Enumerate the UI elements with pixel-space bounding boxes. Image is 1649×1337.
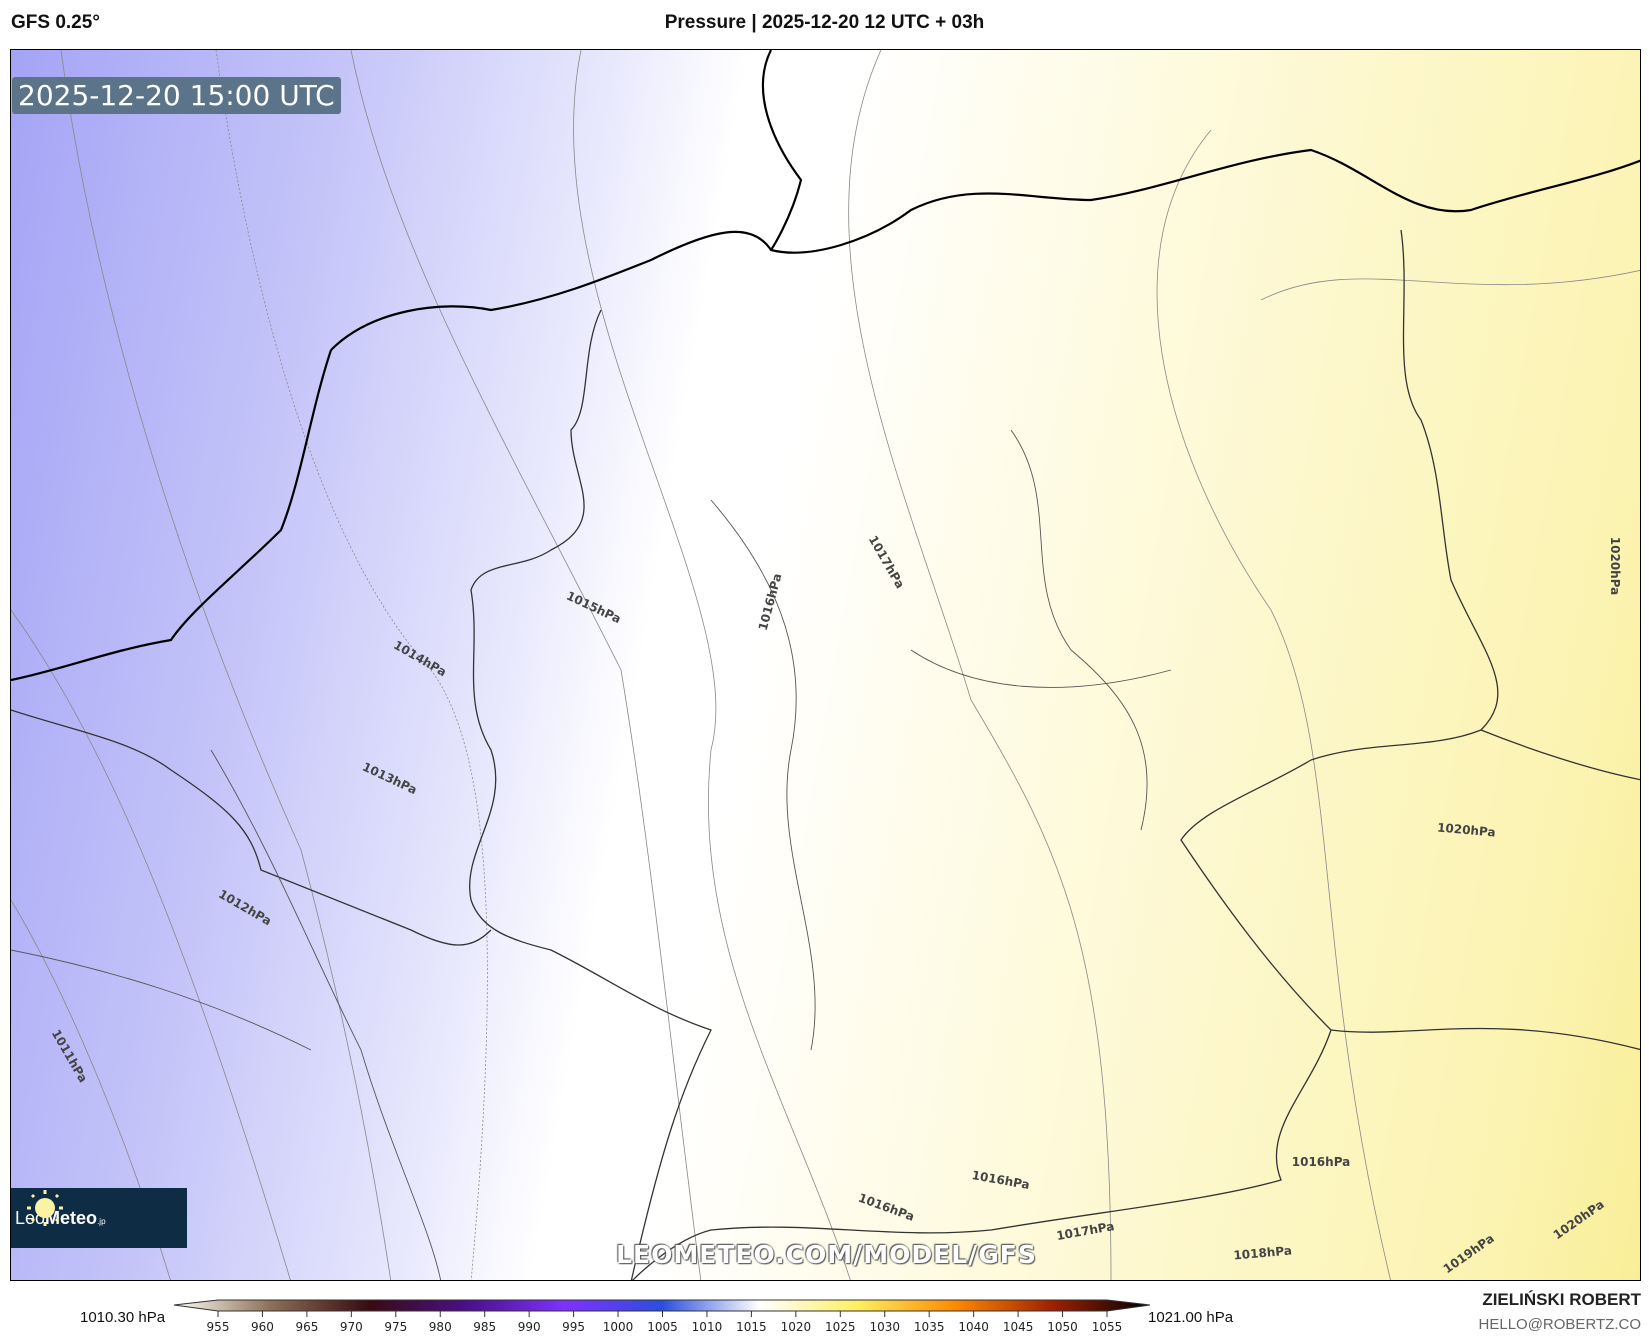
contour-label: 1011hPa xyxy=(49,1027,90,1085)
colorbar-tick-label: 970 xyxy=(340,1320,363,1334)
colorbar-tick-label: 1000 xyxy=(603,1320,634,1334)
colorbar-tick-label: 955 xyxy=(207,1320,230,1334)
isobars xyxy=(11,50,1640,1280)
author-email[interactable]: HELLO@ROBERTZ.CO xyxy=(1478,1316,1641,1333)
colorbar-tick-label: 980 xyxy=(429,1320,452,1334)
colorbar-tick-label: 1015 xyxy=(736,1320,767,1334)
colorbar-tick-label: 965 xyxy=(295,1320,318,1334)
author-name: ZIELIŃSKI ROBERT xyxy=(1482,1290,1641,1309)
author-credit: ZIELIŃSKI ROBERT HELLO@ROBERTZ.CO xyxy=(1479,1290,1641,1333)
colorbar-max-label: 1021.00 hPa xyxy=(1148,1309,1234,1326)
pressure-map: 1011hPa 1012hPa 1013hPa 1014hPa 1015hPa 1016h… xyxy=(10,49,1641,1281)
contour-label: 1020hPa xyxy=(1437,820,1497,839)
colorbar-tick-label: 1035 xyxy=(914,1320,945,1334)
contour-label: 1015hPa xyxy=(564,589,623,626)
contour-label: 1017hPa xyxy=(866,533,907,591)
contour-label: 1016hPa xyxy=(971,1168,1031,1192)
valid-time-label: 2025-12-20 15:00 UTC xyxy=(12,77,341,114)
colorbar-tick-label: 1030 xyxy=(869,1320,900,1334)
colorbar-tick-label: 1040 xyxy=(958,1320,989,1334)
colorbar-tick-label: 1010 xyxy=(692,1320,723,1334)
contour-label: 1020hPa xyxy=(1608,537,1622,596)
contour-label: 1014hPa xyxy=(391,638,449,679)
colorbar-tick-label: 990 xyxy=(518,1320,541,1334)
leometeo-logo[interactable]: LeoMeteo.jp xyxy=(11,1188,187,1248)
model-name: GFS 0.25° xyxy=(11,12,100,33)
colorbar-tick-label: 1005 xyxy=(647,1320,678,1334)
watermark: LEOMETEO.COM/MODEL/GFS xyxy=(616,1240,1037,1269)
colorbar: 955 960 965 970 975 980 985 990 995 1000 1005 1010 1… xyxy=(173,1299,1151,1334)
colorbar-tick-label: 995 xyxy=(562,1320,585,1334)
contour-labels: 1011hPa 1012hPa 1013hPa 1014hPa 1015hPa 1016h… xyxy=(49,533,1622,1276)
colorbar-tick-label: 960 xyxy=(251,1320,274,1334)
contour-label: 1018hPa xyxy=(1233,1243,1293,1262)
colorbar-tick-label: 975 xyxy=(384,1320,407,1334)
colorbar-tick-label: 1020 xyxy=(781,1320,812,1334)
borders xyxy=(11,229,1640,1280)
map-layer: 1011hPa 1012hPa 1013hPa 1014hPa 1015hPa 1016h… xyxy=(11,50,1640,1280)
colorbar-tick-label: 985 xyxy=(473,1320,496,1334)
contour-label: 1016hPa xyxy=(1292,1155,1351,1169)
contour-label: 1013hPa xyxy=(360,760,419,797)
chart-title: Pressure | 2025-12-20 12 UTC + 03h xyxy=(664,12,985,33)
colorbar-tick-label: 1045 xyxy=(1003,1320,1034,1334)
coastlines xyxy=(11,50,1640,682)
contour-label: 1016hPa xyxy=(856,1191,916,1224)
contour-label: 1016hPa xyxy=(756,572,785,632)
colorbar-min-label: 1010.30 hPa xyxy=(80,1309,166,1326)
colorbar-tick-label: 1055 xyxy=(1092,1320,1123,1334)
contour-label: 1020hPa xyxy=(1551,1197,1607,1242)
colorbar-tick-label: 1050 xyxy=(1047,1320,1078,1334)
colorbar-tick-label: 1025 xyxy=(825,1320,856,1334)
regional-borders xyxy=(11,429,1172,1280)
contour-label: 1012hPa xyxy=(216,887,274,928)
sun-icon xyxy=(27,1190,63,1226)
